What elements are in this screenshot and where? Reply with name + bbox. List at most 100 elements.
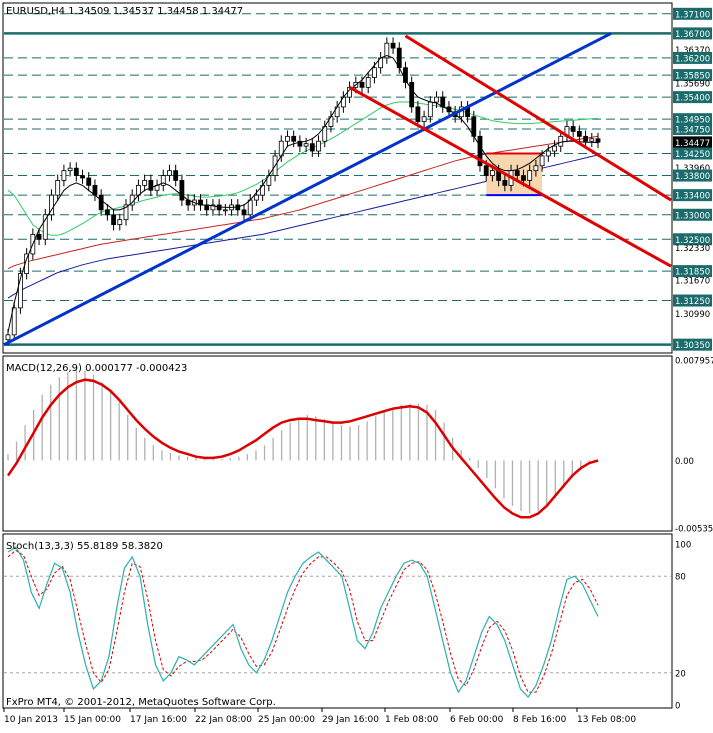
price-tick-label: 1.32500 <box>675 236 710 246</box>
candle-body <box>247 199 253 216</box>
price-tick-label: 1.33800 <box>675 172 710 182</box>
macd-label: MACD(12,26,9) 0.000177 -0.000423 <box>6 363 187 374</box>
candle-body <box>210 204 216 211</box>
stoch-main-line <box>7 546 599 698</box>
candle-body <box>316 140 321 152</box>
candle-body <box>222 209 228 212</box>
channel-lower-line <box>348 86 672 268</box>
candle-body <box>434 96 439 103</box>
price-tick-label: 1.32330 <box>675 244 710 254</box>
price-tag-bg <box>673 113 712 126</box>
x-tick-label: 15 Jan 00:00 <box>64 715 121 725</box>
x-tick-label: 6 Feb 00:00 <box>450 715 504 725</box>
macd-tick-label: -0.00535 <box>675 525 713 535</box>
candle-body <box>142 180 148 186</box>
price-tick-label: 1.34477 <box>675 139 710 149</box>
price-tag-bg <box>673 91 712 104</box>
price-tag-bg <box>673 338 712 351</box>
price-tag-bg <box>673 51 712 64</box>
candle-body <box>521 175 526 181</box>
candle-body <box>545 150 551 157</box>
candle-body <box>552 145 557 152</box>
price-tick-label: 1.35400 <box>675 94 710 104</box>
macd-tick-label: 0.007957 <box>675 357 713 367</box>
candle-body <box>86 177 92 186</box>
candle-body <box>514 170 520 176</box>
x-tick-label: 13 Feb 08:00 <box>577 715 636 725</box>
candle-body <box>527 170 533 181</box>
macd-layer <box>6 369 599 519</box>
x-tick-label: 29 Jan 16:00 <box>322 715 379 725</box>
uptrend-line <box>3 32 612 346</box>
candle-body <box>359 82 365 88</box>
stoch-label: Stoch(13,3,3) 55.8189 58.3820 <box>6 541 163 552</box>
candle-body <box>67 167 73 172</box>
price-tick-label: 1.35850 <box>675 72 710 82</box>
candle-body <box>285 135 290 142</box>
price-tick-label: 1.31250 <box>675 297 710 307</box>
candle-body <box>36 233 42 240</box>
macd-signal-line <box>6 378 599 519</box>
price-tag-bg <box>673 69 712 82</box>
candle-body <box>123 204 129 221</box>
candle-body <box>104 209 110 216</box>
candle-body <box>11 307 17 336</box>
price-tick-label: 1.35690 <box>675 79 710 89</box>
candle-body <box>291 135 297 142</box>
candle-body <box>254 194 259 201</box>
ma-fast-line <box>7 54 599 333</box>
price-tag-bg <box>673 208 712 221</box>
candle-body <box>241 209 247 216</box>
x-tick-label: 25 Jan 00:00 <box>258 715 315 725</box>
candle-body <box>490 170 495 176</box>
candle-body <box>595 138 601 143</box>
price-tag-bg <box>673 7 712 20</box>
price-tag-bg <box>673 189 712 202</box>
candle-body <box>111 214 116 225</box>
price-tick-label: 1.30350 <box>675 341 710 351</box>
x-tick-label: 1 Feb 08:00 <box>385 715 439 725</box>
candle-body <box>80 175 85 179</box>
price-tick-label: 1.33400 <box>675 192 710 202</box>
candle-body <box>173 170 179 181</box>
candle-body <box>570 126 576 132</box>
candle-body <box>421 116 427 123</box>
candle-body <box>483 165 489 176</box>
stoch-tick-label: 0 <box>675 702 680 712</box>
x-tick-label: 10 Jan 2013 <box>4 715 58 725</box>
price-tag-bg <box>673 265 712 278</box>
stoch-tick-label: 100 <box>675 541 691 551</box>
price-tick-label: 1.31850 <box>675 268 710 278</box>
stoch-panel-frame <box>2 533 673 709</box>
stoch-tick-label: 80 <box>675 573 686 583</box>
candle-body <box>5 334 11 341</box>
price-tick-label: 1.30990 <box>675 310 710 320</box>
price-tick-label: 1.36700 <box>675 30 710 40</box>
candle-body <box>427 101 433 118</box>
candle-body <box>533 165 539 172</box>
candle-body <box>372 67 377 78</box>
price-tag-bg <box>673 147 712 160</box>
x-tick-label: 8 Feb 16:00 <box>513 715 567 725</box>
price-tag-bg <box>673 233 712 246</box>
candle-body <box>309 143 315 152</box>
candle-body <box>73 167 79 176</box>
candle-body <box>167 170 172 176</box>
candle-body <box>365 77 371 88</box>
candle-body <box>55 180 61 196</box>
candle-body <box>179 180 185 201</box>
candle-body <box>384 42 390 59</box>
candle-body <box>42 214 48 240</box>
price-tick-label: 1.33960 <box>675 164 710 174</box>
candle-body <box>18 273 23 309</box>
candle-body <box>502 180 508 186</box>
candle-body <box>415 106 421 123</box>
candle-body <box>477 135 483 167</box>
price-tick-label: 1.31670 <box>675 276 710 286</box>
candle-body <box>148 180 154 191</box>
candle-body <box>160 175 166 186</box>
candle-body <box>390 42 396 49</box>
price-tag-bg <box>673 27 712 40</box>
candle-body <box>539 155 545 167</box>
candle-body <box>558 135 564 147</box>
